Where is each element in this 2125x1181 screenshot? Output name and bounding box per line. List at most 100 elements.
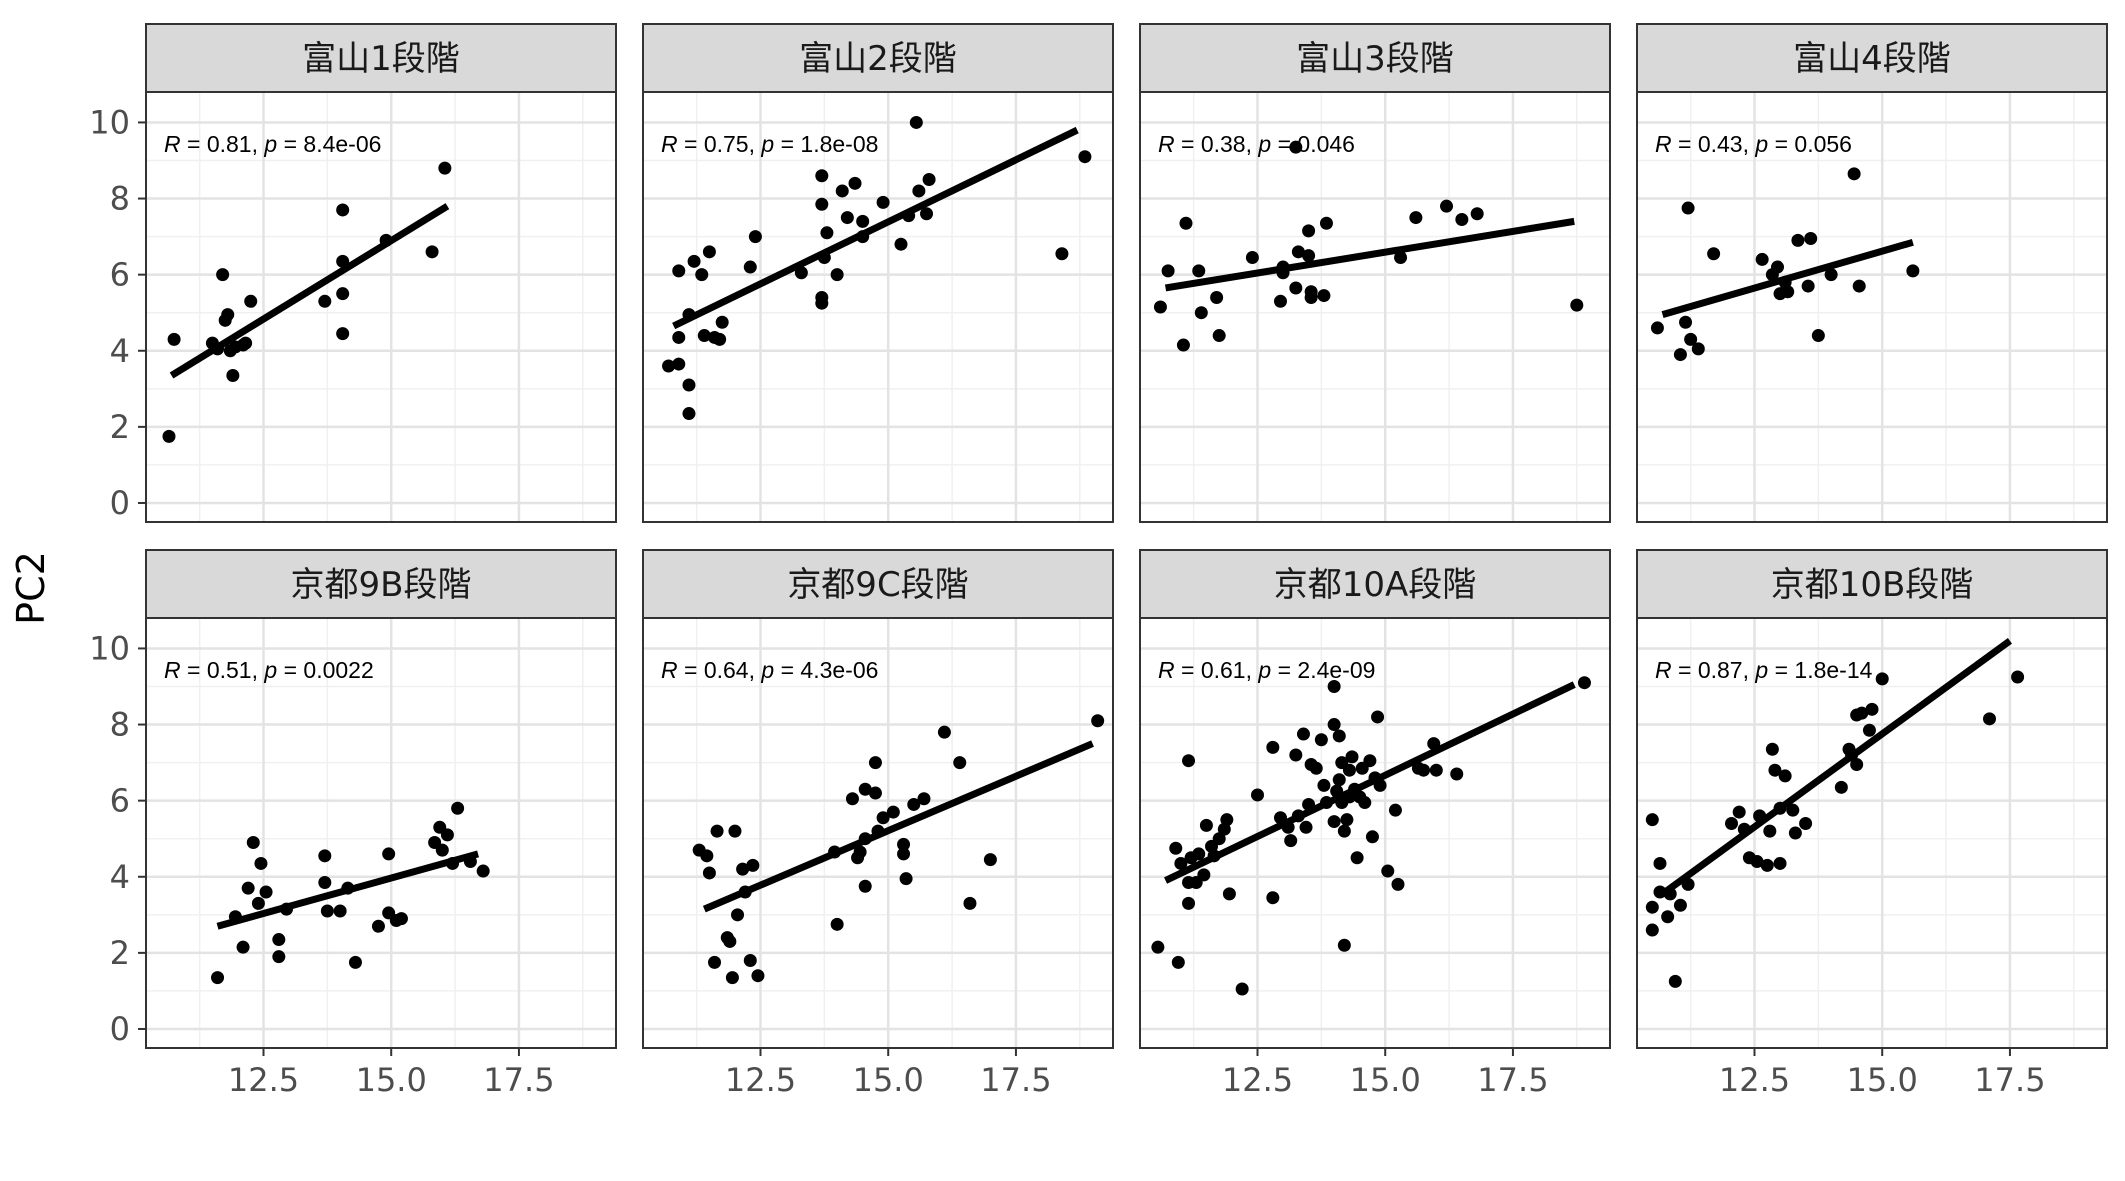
data-point bbox=[1192, 847, 1206, 861]
data-point bbox=[1332, 773, 1346, 787]
data-point bbox=[1799, 816, 1813, 830]
data-point bbox=[1394, 251, 1408, 265]
data-point bbox=[835, 184, 849, 198]
x-tick-label: 15.0 bbox=[1847, 1061, 1918, 1099]
data-point bbox=[1788, 826, 1802, 840]
x-tick-label: 12.5 bbox=[1719, 1061, 1790, 1099]
correlation-annotation: R = 0.87, p = 1.8e-14 bbox=[1655, 657, 1873, 683]
y-tick-label: 6 bbox=[110, 256, 130, 294]
r-symbol: R bbox=[164, 657, 181, 683]
data-point bbox=[1345, 750, 1359, 764]
data-point bbox=[246, 836, 260, 850]
data-point bbox=[1804, 232, 1818, 246]
data-point bbox=[1429, 763, 1443, 777]
r-value: = 0.87, bbox=[1672, 657, 1756, 683]
data-point bbox=[1440, 199, 1454, 213]
x-tick-label: 17.5 bbox=[1477, 1061, 1548, 1099]
panel-border bbox=[1139, 91, 1611, 523]
data-point bbox=[917, 792, 931, 806]
facet-panel: 京都9C段階 R = 0.64, p = 4.3e-06 12.5 15.0 17.5 bbox=[642, 549, 1114, 1099]
data-point bbox=[748, 230, 762, 244]
data-point bbox=[438, 161, 452, 175]
regression-line bbox=[1660, 638, 2012, 897]
y-tick-label: 10 bbox=[89, 103, 130, 141]
data-point bbox=[1220, 813, 1234, 827]
data-point bbox=[1391, 877, 1405, 891]
data-point bbox=[1337, 938, 1351, 952]
facet-strip bbox=[642, 23, 1114, 93]
r-value: = 0.38, bbox=[1175, 131, 1259, 157]
y-tick-label: 8 bbox=[110, 706, 130, 744]
data-point bbox=[244, 294, 258, 308]
data-point bbox=[1470, 207, 1484, 221]
correlation-annotation: R = 0.61, p = 2.4e-09 bbox=[1158, 657, 1375, 683]
data-point bbox=[435, 843, 449, 857]
data-point bbox=[1786, 803, 1800, 817]
data-point bbox=[953, 756, 967, 770]
data-point bbox=[1801, 279, 1815, 293]
r-symbol: R bbox=[661, 131, 678, 157]
data-point bbox=[320, 904, 334, 918]
data-point bbox=[1235, 982, 1249, 996]
data-point bbox=[662, 359, 676, 373]
data-point bbox=[371, 919, 385, 933]
data-point bbox=[682, 378, 696, 392]
data-point bbox=[221, 308, 235, 322]
data-point bbox=[251, 896, 265, 910]
data-point bbox=[1273, 294, 1287, 308]
data-point bbox=[425, 245, 439, 259]
data-point bbox=[672, 264, 686, 278]
y-tick-label: 6 bbox=[110, 782, 130, 820]
facet-title: 富山2段階 bbox=[799, 39, 957, 79]
panels-layer: 富山1段階 R = 0.81, p = 8.4e-06 0 2 4 6 8 10 富山2段階 R … bbox=[89, 23, 2108, 1099]
data-point bbox=[1314, 733, 1328, 747]
data-point bbox=[1340, 813, 1354, 827]
data-point bbox=[687, 254, 701, 268]
data-point bbox=[1284, 834, 1298, 848]
y-tick-label: 2 bbox=[110, 408, 130, 446]
plot-background bbox=[643, 92, 1113, 522]
p-value: = 1.8e-14 bbox=[1768, 657, 1872, 683]
r-symbol: R bbox=[1655, 657, 1672, 683]
data-point bbox=[1174, 856, 1188, 870]
data-point bbox=[751, 969, 765, 983]
plot-background bbox=[1637, 618, 2107, 1048]
correlation-annotation: R = 0.38, p = 0.046 bbox=[1158, 131, 1355, 157]
data-point bbox=[695, 268, 709, 282]
data-point bbox=[700, 849, 714, 863]
data-point bbox=[1725, 816, 1739, 830]
data-point bbox=[840, 211, 854, 225]
x-tick-label: 15.0 bbox=[356, 1061, 427, 1099]
data-point bbox=[794, 266, 808, 280]
data-point bbox=[318, 849, 332, 863]
data-point bbox=[723, 934, 737, 948]
data-point bbox=[1381, 864, 1395, 878]
data-point bbox=[336, 327, 350, 341]
regression-line bbox=[702, 740, 1094, 913]
data-point bbox=[1153, 300, 1167, 314]
panel-border bbox=[642, 617, 1114, 1049]
data-point bbox=[1855, 706, 1869, 720]
data-point bbox=[743, 260, 757, 274]
data-point bbox=[815, 296, 829, 310]
data-point bbox=[1865, 702, 1879, 716]
data-point bbox=[1194, 306, 1208, 320]
data-point bbox=[672, 357, 686, 371]
facet-strip bbox=[1139, 549, 1611, 619]
p-symbol: p bbox=[1257, 657, 1271, 683]
data-point bbox=[1317, 778, 1331, 792]
data-point bbox=[1342, 763, 1356, 777]
data-point bbox=[907, 797, 921, 811]
data-point bbox=[1834, 780, 1848, 794]
data-point bbox=[1171, 955, 1185, 969]
regression-line bbox=[1661, 238, 1914, 318]
p-value: = 8.4e-06 bbox=[277, 131, 381, 157]
data-point bbox=[1197, 868, 1211, 882]
r-value: = 0.61, bbox=[1175, 657, 1259, 683]
data-point bbox=[336, 203, 350, 217]
data-point bbox=[1852, 279, 1866, 293]
data-point bbox=[1199, 818, 1213, 832]
data-point bbox=[963, 896, 977, 910]
panel-border bbox=[145, 617, 617, 1049]
